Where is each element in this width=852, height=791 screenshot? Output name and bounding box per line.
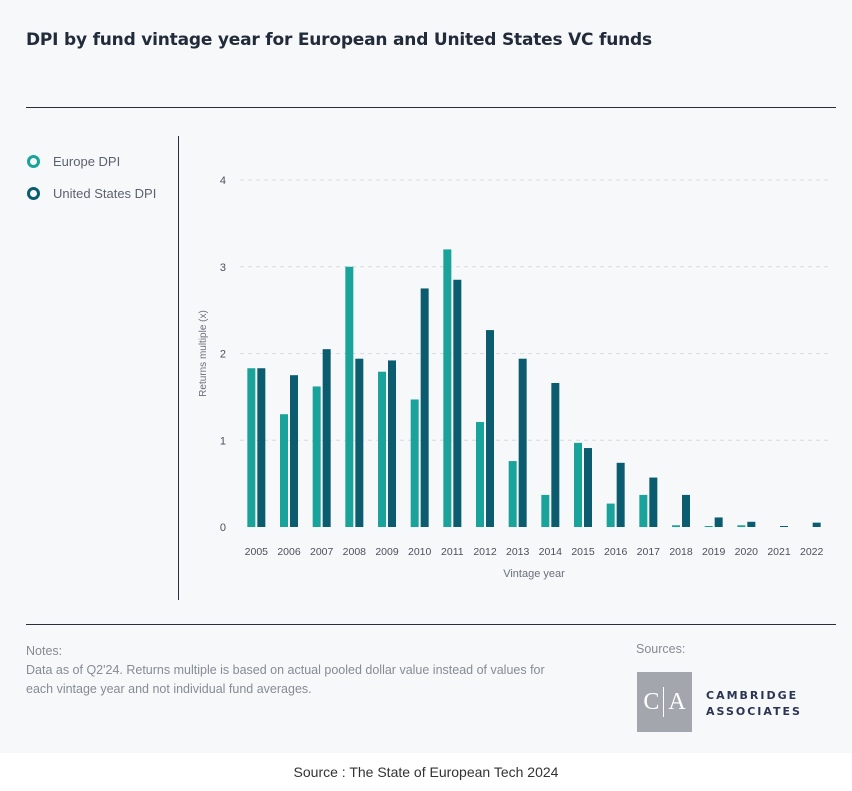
- footer-source: Source : The State of European Tech 2024: [293, 764, 559, 780]
- notes: Notes: Data as of Q2'24. Returns multipl…: [26, 642, 566, 699]
- top-divider: [26, 107, 836, 108]
- x-tick-label: 2012: [473, 546, 497, 558]
- us-bar: [486, 330, 494, 527]
- europe-bar: [345, 266, 354, 527]
- europe-bar: [410, 399, 419, 527]
- x-tick-label: 2016: [604, 546, 628, 558]
- legend-divider: [178, 136, 179, 600]
- europe-bar: [378, 371, 386, 527]
- europe-bar: [443, 249, 452, 527]
- notes-heading: Notes:: [26, 644, 63, 658]
- y-tick-label: 1: [220, 435, 226, 447]
- europe-bar: [280, 414, 288, 527]
- chart-title: DPI by fund vintage year for European an…: [26, 30, 652, 50]
- x-tick-label: 2020: [735, 546, 759, 558]
- wordmark-line-1: CAMBRIDGE: [706, 689, 799, 702]
- y-tick-label: 0: [220, 522, 226, 534]
- wordmark-line-2: ASSOCIATES: [706, 705, 802, 718]
- x-tick-label: 2006: [277, 546, 301, 558]
- europe-bar: [247, 368, 256, 527]
- cambridge-associates-wordmark: CAMBRIDGE ASSOCIATES: [706, 688, 802, 720]
- us-bar: [649, 477, 658, 527]
- x-tick-label: 2019: [702, 546, 726, 558]
- us-bar: [616, 462, 625, 527]
- logo-letter-c: C: [643, 688, 660, 715]
- europe-bar: [574, 442, 582, 527]
- us-dot-icon: [27, 186, 40, 200]
- bar-chart: 0 1 2 3 4 Returns multiple (x) 2005 2006 2007 200…: [198, 175, 828, 580]
- us-bar: [780, 526, 788, 527]
- us-bar: [388, 360, 396, 527]
- us-bar: [714, 517, 723, 527]
- y-tick-label: 4: [220, 175, 226, 187]
- europe-bar: [312, 386, 321, 527]
- legend: Europe DPI United States DPI: [27, 150, 156, 214]
- us-bar: [584, 448, 592, 527]
- notes-text: Data as of Q2'24. Returns multiple is ba…: [26, 663, 545, 696]
- europe-bar: [606, 503, 615, 527]
- europe-bar: [704, 526, 713, 527]
- legend-item-europe: Europe DPI: [27, 150, 156, 172]
- y-axis-label: Returns multiple (x): [198, 310, 209, 397]
- bottom-divider: [26, 624, 836, 625]
- us-bar: [355, 358, 364, 527]
- x-tick-label: 2009: [375, 546, 399, 558]
- europe-bar: [639, 494, 648, 527]
- europe-bar: [541, 494, 550, 527]
- x-tick-label: 2007: [310, 546, 334, 558]
- y-tick-label: 3: [220, 262, 226, 274]
- x-tick-label: 2011: [441, 546, 464, 558]
- us-bar: [322, 349, 331, 527]
- us-bar: [682, 494, 690, 527]
- x-tick-label: 2010: [408, 546, 432, 558]
- us-bar: [747, 521, 756, 527]
- europe-bar: [476, 422, 484, 527]
- x-tick-label: 2014: [539, 546, 563, 558]
- x-tick-label: 2015: [571, 546, 595, 558]
- sources-label: Sources:: [636, 642, 686, 656]
- x-tick-label: 2022: [800, 546, 824, 558]
- europe-bar: [508, 461, 517, 527]
- x-tick-label: 2005: [245, 546, 269, 558]
- europe-dot-icon: [27, 154, 40, 168]
- us-bar: [420, 288, 429, 527]
- x-tick-label: 2018: [669, 546, 693, 558]
- us-bar: [453, 279, 462, 527]
- europe-bar: [737, 525, 746, 527]
- cambridge-associates-logo: C A: [637, 672, 692, 732]
- logo-separator: [663, 687, 665, 717]
- europe-bar: [672, 525, 680, 527]
- chart-panel: DPI by fund vintage year for European an…: [26, 30, 836, 732]
- x-tick-label: 2017: [637, 546, 661, 558]
- x-tick-label: 2013: [506, 546, 530, 558]
- x-tick-label: 2008: [343, 546, 367, 558]
- y-tick-label: 2: [220, 349, 226, 361]
- legend-label-europe: Europe DPI: [53, 153, 121, 169]
- us-bar: [257, 368, 266, 527]
- us-bar: [290, 375, 298, 527]
- logo-letter-a: A: [668, 688, 686, 715]
- us-bar: [518, 358, 527, 527]
- x-tick-label: 2021: [767, 546, 791, 558]
- us-bar: [551, 382, 560, 527]
- x-axis-label: Vintage year: [503, 568, 565, 580]
- legend-label-us: United States DPI: [53, 185, 157, 201]
- us-bar: [812, 522, 821, 527]
- legend-item-us: United States DPI: [27, 182, 156, 204]
